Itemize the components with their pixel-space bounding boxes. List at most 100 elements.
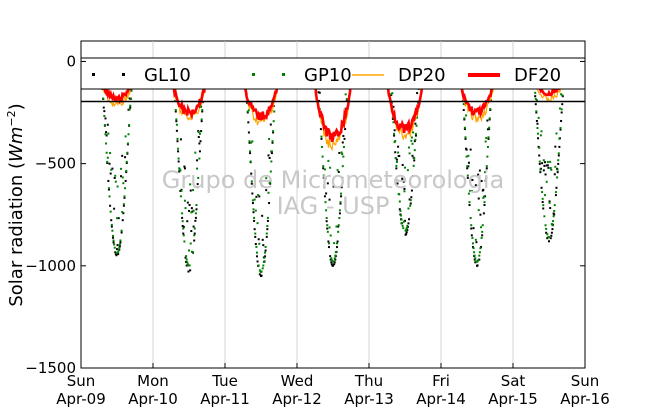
data-point: [326, 227, 329, 230]
data-point: [399, 213, 402, 216]
data-point: [106, 160, 109, 163]
data-point: [484, 140, 487, 143]
data-point: [403, 190, 406, 193]
data-point: [261, 184, 264, 187]
data-point: [105, 134, 108, 137]
data-point: [410, 196, 413, 199]
data-point: [537, 137, 540, 140]
data-point: [193, 232, 196, 235]
data-point: [257, 194, 260, 197]
data-point: [479, 247, 482, 250]
data-point: [124, 187, 127, 190]
data-point: [471, 246, 474, 249]
data-point: [198, 150, 201, 153]
data-point: [541, 197, 544, 200]
data-point: [246, 110, 249, 113]
data-point: [121, 176, 124, 179]
data-point: [117, 217, 120, 220]
data-point: [323, 168, 326, 171]
data-point: [258, 242, 261, 245]
data-point: [183, 240, 186, 243]
data-point: [559, 127, 562, 130]
data-point: [535, 99, 538, 102]
data-point: [391, 92, 394, 95]
data-point: [263, 256, 266, 259]
data-point: [196, 167, 199, 170]
data-point: [249, 160, 252, 163]
data-point: [117, 251, 120, 254]
data-point: [252, 208, 255, 211]
data-point: [410, 139, 413, 142]
data-point: [534, 95, 537, 98]
data-point: [179, 138, 182, 141]
x-tick-date: Apr-09: [56, 390, 106, 408]
y-axis-title-unit: Wm: [6, 127, 27, 162]
data-point: [539, 171, 542, 174]
x-tick-date: Apr-10: [128, 390, 178, 408]
data-point: [105, 131, 108, 134]
data-point: [541, 191, 544, 194]
data-point: [479, 213, 482, 216]
data-point: [249, 150, 252, 153]
data-point: [258, 273, 261, 276]
data-point: [538, 154, 541, 157]
data-point: [253, 219, 256, 222]
data-point: [549, 207, 552, 210]
data-point: [270, 152, 273, 155]
data-point: [405, 228, 408, 231]
data-point: [267, 154, 270, 157]
data-point: [334, 254, 337, 257]
data-point: [114, 180, 117, 183]
data-point: [255, 255, 258, 258]
data-point: [107, 132, 110, 135]
data-point: [340, 151, 343, 154]
data-point: [324, 201, 327, 204]
data-point: [272, 120, 275, 123]
data-point: [550, 231, 553, 234]
data-point: [339, 202, 342, 205]
data-point: [472, 227, 475, 230]
data-point: [265, 232, 268, 235]
data-point: [540, 186, 543, 189]
data-point: [320, 135, 323, 138]
data-point: [104, 133, 107, 136]
data-point: [246, 101, 249, 104]
data-point: [249, 152, 252, 155]
data-point: [406, 169, 409, 172]
data-point: [120, 229, 123, 232]
data-point: [118, 243, 121, 246]
data-point: [463, 117, 466, 120]
data-point: [405, 232, 408, 235]
data-point: [325, 220, 328, 223]
data-point: [477, 209, 480, 212]
data-point: [393, 134, 396, 137]
data-point: [200, 130, 203, 133]
legend: GL10 GP10 DP20 DF20: [80, 57, 586, 90]
data-point: [175, 120, 178, 123]
data-point: [556, 176, 559, 179]
data-point: [534, 103, 537, 106]
data-point: [117, 253, 120, 256]
data-point: [537, 116, 540, 119]
data-point: [115, 254, 118, 257]
data-point: [116, 185, 119, 188]
data-point: [545, 227, 548, 230]
data-point: [273, 110, 276, 113]
data-point: [179, 195, 182, 198]
data-point: [546, 160, 549, 163]
data-point: [340, 186, 343, 189]
data-point: [480, 236, 483, 239]
data-point: [323, 186, 326, 189]
data-point: [251, 140, 254, 143]
data-point: [411, 154, 414, 157]
data-point: [476, 260, 479, 263]
data-point: [409, 204, 412, 207]
data-point: [123, 196, 126, 199]
data-point: [477, 173, 480, 176]
data-point: [557, 159, 560, 162]
data-point: [175, 123, 178, 126]
data-point: [261, 238, 264, 241]
data-point: [186, 201, 189, 204]
data-point: [271, 141, 274, 144]
data-point: [120, 231, 123, 234]
